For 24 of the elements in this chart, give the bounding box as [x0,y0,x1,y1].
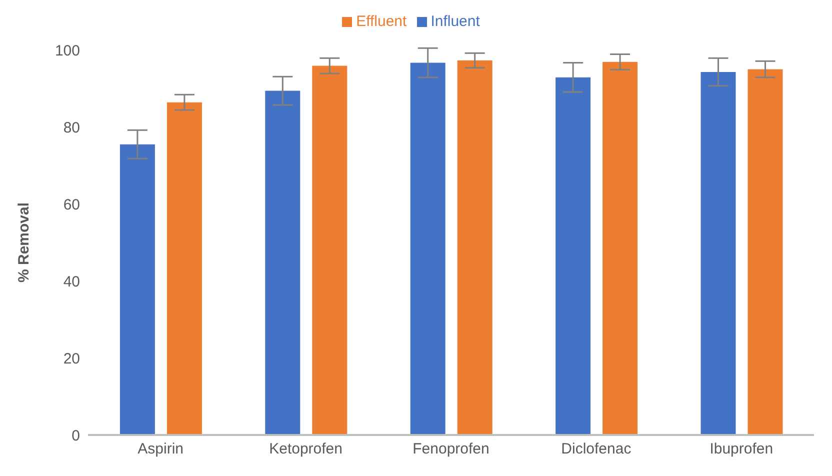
bar [120,144,155,435]
x-tick-label: Fenoprofen [412,440,490,458]
bar [166,102,202,435]
bar [700,72,736,435]
x-tick-label: Diclofenac [561,440,632,458]
x-tick-label: Ketoprofen [269,440,342,458]
bar [602,62,638,435]
y-axis-title: % Removal [15,202,32,283]
y-tick-label: 100 [54,42,80,60]
bar [457,60,492,435]
bar [556,77,591,435]
legend-label: Influent [430,13,480,30]
legend-label: Effluent [356,13,407,30]
bar [312,66,348,435]
y-tick-label: 60 [63,196,80,214]
bar [748,69,783,435]
bar [265,90,300,435]
x-tick-label: Ibuprofen [710,440,774,458]
bar [410,62,446,435]
y-tick-label: 40 [63,273,80,290]
y-tick-label: 0 [72,427,80,444]
y-tick-label: 80 [63,119,80,136]
y-tick-label: 20 [63,350,80,368]
x-tick-label: Aspirin [138,440,184,458]
